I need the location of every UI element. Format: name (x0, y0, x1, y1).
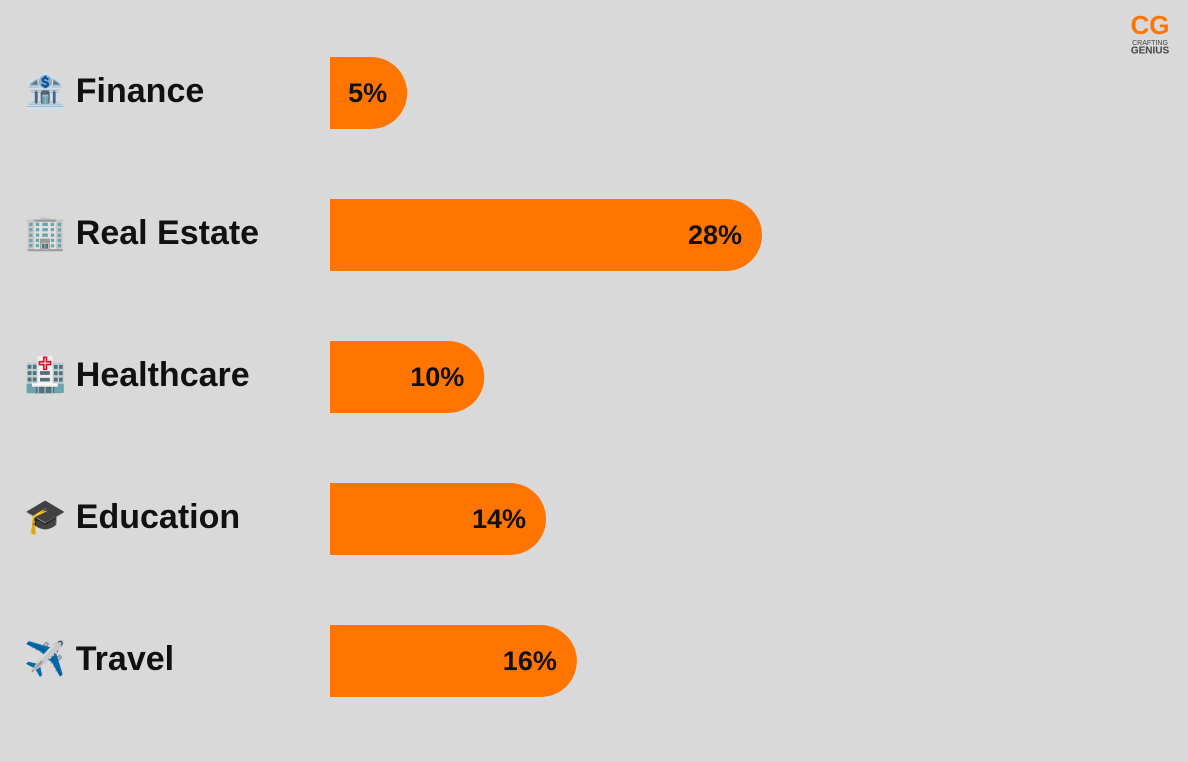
category-label: ✈️ Travel (24, 638, 174, 678)
value-label: 10% (410, 362, 464, 392)
bar (330, 483, 546, 555)
bar (330, 625, 577, 697)
value-label: 28% (688, 220, 742, 250)
category-label: 🏦 Finance (24, 71, 204, 110)
value-label: 5% (348, 78, 387, 108)
value-label: 14% (472, 504, 526, 534)
value-label: 16% (503, 646, 557, 676)
logo-line1: CRAFTING (1132, 40, 1168, 47)
bar (330, 341, 485, 413)
category-label: 🏥 Healthcare (24, 355, 250, 394)
logo-line2: GENIUS (1131, 46, 1170, 57)
category-label: 🎓 Education (24, 498, 240, 536)
logo-mark: CG (1131, 10, 1170, 40)
category-label: 🏢 Real Estate (24, 214, 259, 252)
bar (330, 199, 762, 271)
bar (330, 57, 408, 129)
